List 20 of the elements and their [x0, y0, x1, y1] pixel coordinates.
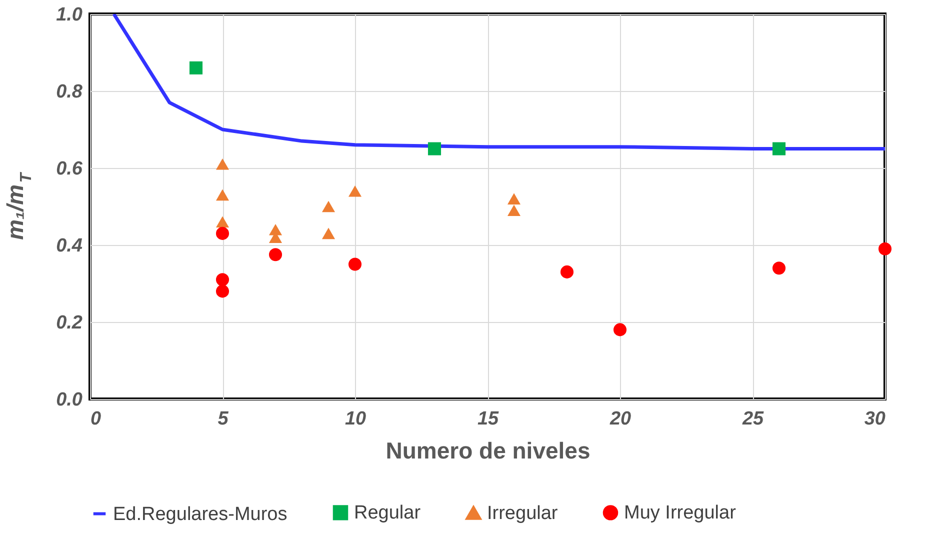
- line-series: [112, 14, 885, 150]
- x-tick-label: 10: [344, 408, 366, 430]
- legend-label: Irregular: [487, 503, 558, 524]
- x-tick-label: 5: [218, 408, 229, 430]
- y-tick-label: 0.4: [56, 236, 83, 256]
- y-tick-label: 0.2: [56, 312, 83, 334]
- y-tick-label: 0.8: [56, 82, 83, 102]
- y-tick-label: 1.0: [56, 4, 83, 26]
- x-tick-label: 0: [90, 408, 102, 430]
- x-tick-label: 30: [864, 408, 886, 430]
- x-tick-label: 15: [477, 408, 499, 430]
- x-axis-title: Numero de niveles: [386, 438, 590, 464]
- x-tick-label: 25: [741, 408, 764, 430]
- y-tick-label: 0.0: [56, 390, 83, 410]
- legend-label: Muy Irregular: [624, 502, 737, 524]
- legend-label: Regular: [354, 502, 422, 524]
- y-axis-title: m₁/mT: [2, 172, 35, 240]
- legend-label: Ed.Regulares-Muros: [113, 504, 288, 525]
- y-tick-label: 0.6: [56, 158, 83, 180]
- x-tick-label: 20: [608, 408, 632, 430]
